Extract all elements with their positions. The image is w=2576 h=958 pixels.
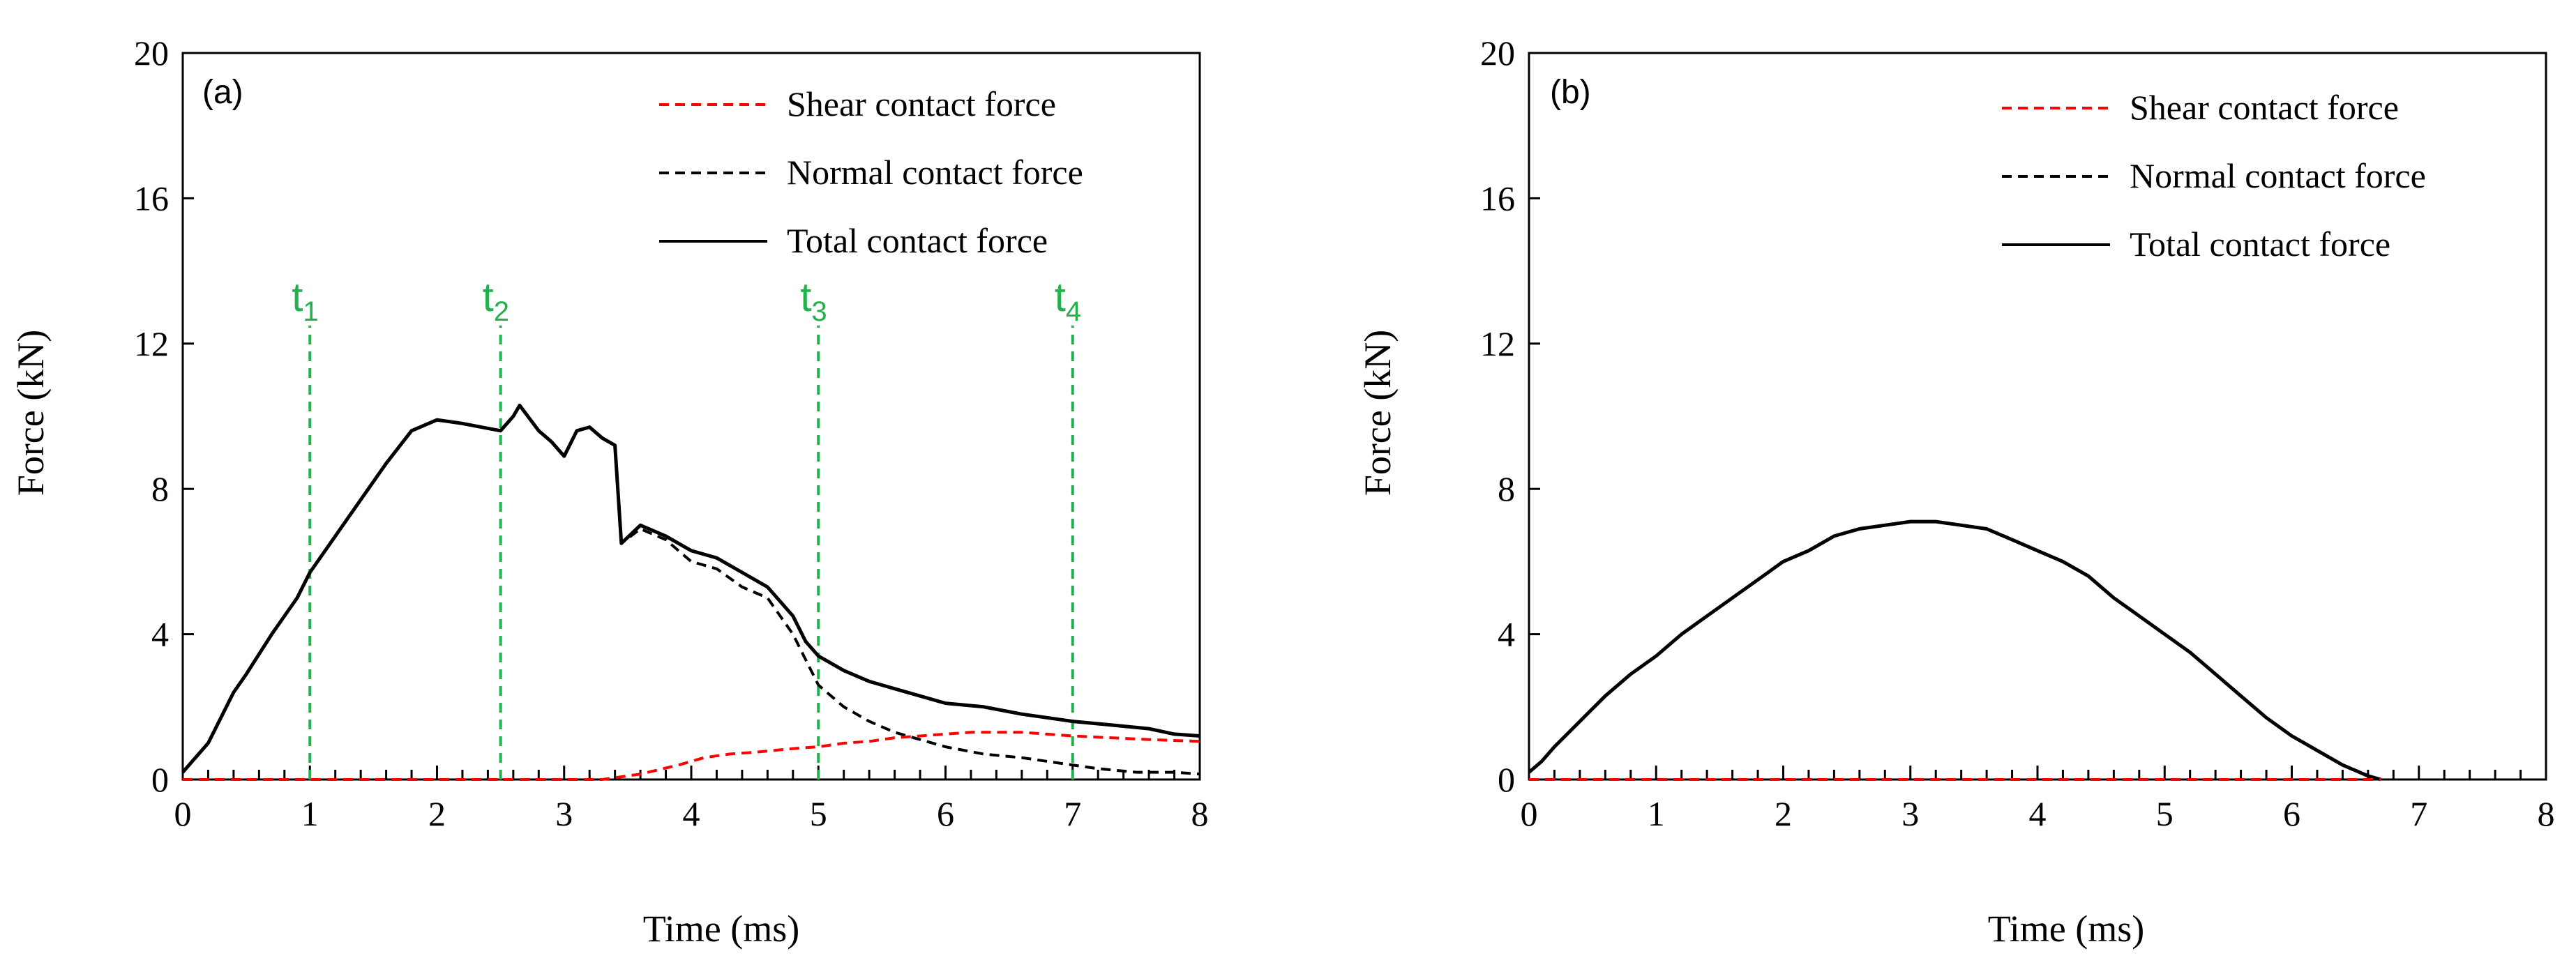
- legend-label-normal: Normal contact force: [787, 153, 1083, 192]
- y-tick-label: 0: [1498, 760, 1515, 799]
- x-tick-label: 1: [1648, 794, 1665, 833]
- x-tick-label: 8: [2538, 794, 2555, 833]
- chart-panel-a: Force (kN) Time (ms) (a) Shear contact f…: [10, 33, 1209, 950]
- y-tick-label: 4: [1498, 615, 1515, 654]
- time-marker-label: t1: [292, 275, 318, 327]
- y-tick-label: 16: [134, 178, 169, 218]
- y-tick-label: 12: [1480, 324, 1515, 363]
- x-axis-title: Time (ms): [1988, 908, 2145, 950]
- y-tick-label: 8: [151, 469, 169, 508]
- x-tick-label: 4: [683, 794, 700, 833]
- x-tick-label: 2: [1775, 794, 1792, 833]
- x-tick-label: 1: [301, 794, 319, 833]
- legend-label-total: Total contact force: [787, 221, 1048, 260]
- x-tick-label: 5: [2156, 794, 2174, 833]
- legend-label-shear: Shear contact force: [787, 84, 1056, 123]
- x-tick-label: 4: [2029, 794, 2047, 833]
- time-marker-label: t4: [1055, 275, 1081, 327]
- series-line-total-contact-force: [181, 403, 1200, 774]
- panel-label: (a): [202, 74, 243, 111]
- legend-label-total: Total contact force: [2130, 225, 2390, 264]
- x-tick-label: 3: [1901, 794, 1919, 833]
- y-tick-label: 16: [1480, 178, 1515, 218]
- y-axis-title: Force (kN): [10, 330, 52, 496]
- x-tick-label: 6: [937, 794, 954, 833]
- time-marker-subscript: 3: [811, 296, 827, 327]
- y-tick-label: 20: [134, 33, 169, 73]
- time-marker-label: t2: [483, 275, 509, 327]
- chart-panel-b: Force (kN) Time (ms) (b) Shear contact f…: [1357, 33, 2555, 950]
- panel-label: (b): [1550, 74, 1591, 111]
- x-tick-label: 2: [428, 794, 446, 833]
- y-tick-label: 4: [151, 615, 169, 654]
- x-tick-label: 8: [1191, 794, 1209, 833]
- y-tick-label: 0: [151, 760, 169, 799]
- y-tick-label: 20: [1480, 33, 1515, 73]
- y-tick-label: 12: [134, 324, 169, 363]
- x-tick-label: 5: [810, 794, 827, 833]
- time-marker-subscript: 1: [303, 296, 318, 327]
- x-tick-label: 7: [1064, 794, 1081, 833]
- x-tick-label: 0: [1521, 794, 1538, 833]
- series-line-total-contact-force: [1528, 519, 2381, 782]
- time-marker-subscript: 4: [1066, 296, 1081, 327]
- x-axis-title: Time (ms): [643, 908, 800, 950]
- y-tick-label: 8: [1498, 469, 1515, 508]
- legend-label-shear: Shear contact force: [2130, 88, 2399, 127]
- x-tick-label: 7: [2410, 794, 2427, 833]
- legend: Shear contact force Normal contact force…: [2002, 88, 2426, 264]
- time-marker-label: t3: [800, 275, 827, 327]
- time-marker-subscript: 2: [494, 296, 509, 327]
- series-line-normal-contact-force: [1528, 520, 2381, 781]
- y-axis-title: Force (kN): [1357, 330, 1399, 496]
- series-line-normal-contact-force: [181, 404, 1200, 776]
- x-tick-label: 0: [174, 794, 192, 833]
- x-tick-label: 3: [555, 794, 573, 833]
- legend: Shear contact force Normal contact force…: [659, 84, 1083, 260]
- x-tick-label: 6: [2283, 794, 2300, 833]
- legend-label-normal: Normal contact force: [2130, 156, 2426, 195]
